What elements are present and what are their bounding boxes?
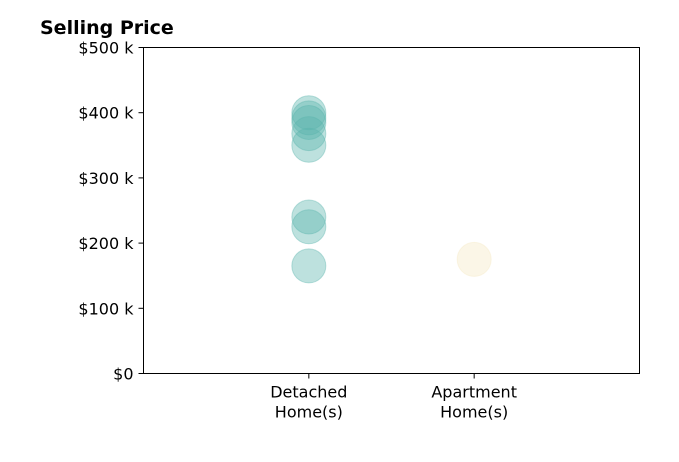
data-point <box>291 248 327 284</box>
data-points <box>291 95 492 284</box>
data-point <box>291 209 327 245</box>
y-tick-label: $0 <box>113 365 133 384</box>
x-tick-label: Detached Home(s) <box>270 383 347 422</box>
data-point <box>291 104 327 140</box>
x-axis: Detached Home(s) Apartment Home(s) <box>270 373 517 422</box>
plot-frame <box>143 47 640 374</box>
chart-title: Selling Price <box>40 17 174 39</box>
y-tick-label: $500 k <box>78 39 134 58</box>
data-point <box>291 199 327 235</box>
data-point <box>291 100 327 136</box>
data-point <box>291 116 327 152</box>
data-point <box>456 241 492 277</box>
y-tick-label: $200 k <box>78 234 134 253</box>
x-tick-label: Apartment Home(s) <box>431 383 517 422</box>
y-axis: $0 $100 k $200 k $300 k $400 k $500 k <box>78 39 144 384</box>
y-tick-label: $400 k <box>78 104 134 123</box>
data-point <box>291 127 327 163</box>
y-tick-label: $300 k <box>78 169 134 188</box>
y-tick-label: $100 k <box>78 299 134 318</box>
data-point <box>291 95 327 131</box>
